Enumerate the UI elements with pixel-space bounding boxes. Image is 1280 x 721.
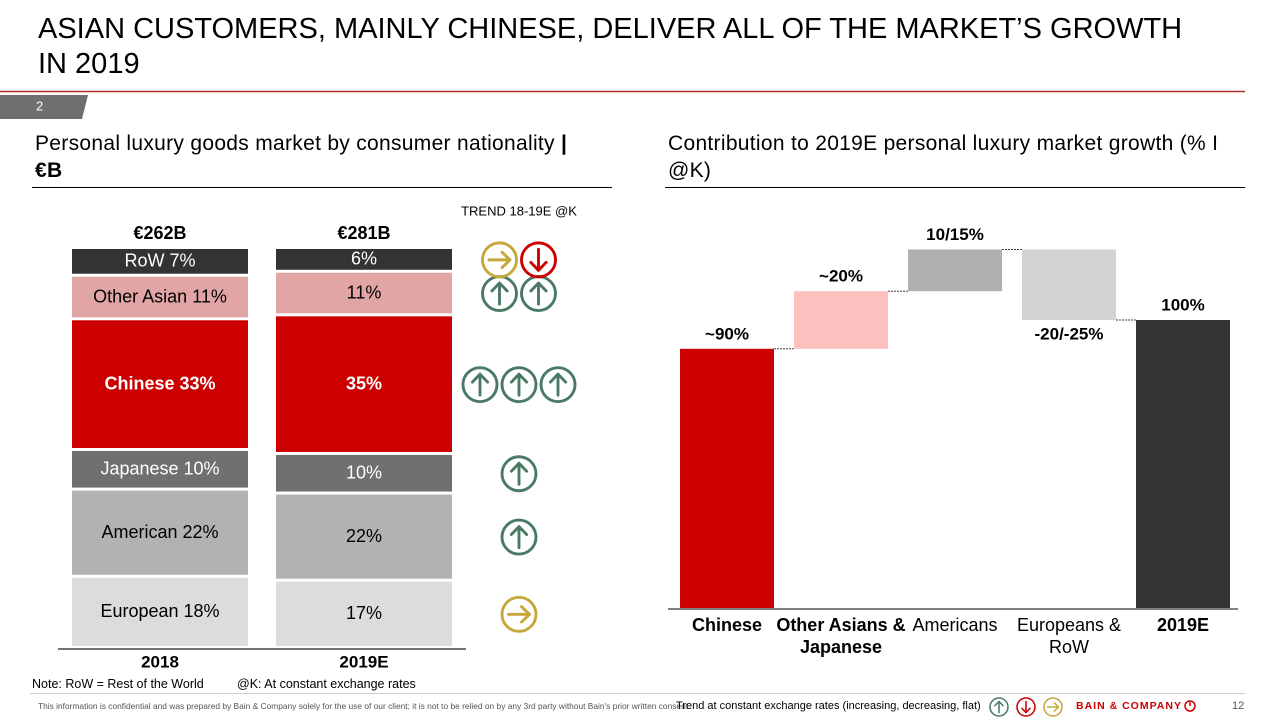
trend-arrow <box>490 281 509 306</box>
trend-arrow <box>1021 700 1031 714</box>
trend-circle <box>520 241 557 279</box>
x-tick-label: 2019E <box>339 652 388 671</box>
trend-arrow <box>470 372 490 397</box>
trend-icon <box>1043 697 1063 717</box>
value-label: 100% <box>1161 295 1204 314</box>
trend-arrow <box>509 525 529 550</box>
trend-arrow <box>507 605 531 624</box>
note: Note: RoW = Rest of the World <box>32 677 204 691</box>
trend-icon <box>1016 697 1036 717</box>
value-label: 22% <box>346 526 382 546</box>
brand-icon-circle <box>1184 700 1196 712</box>
x-tick-label: 2019E <box>1156 615 1210 635</box>
value-label: Other Asian 11% <box>93 286 227 306</box>
trend-arrow <box>529 281 548 306</box>
bar <box>794 291 888 349</box>
trend-arrow <box>1046 702 1060 712</box>
trend-arrow <box>509 461 529 486</box>
trend-arrow <box>487 250 512 269</box>
trend-circle <box>500 455 538 493</box>
bar-segment <box>72 577 248 646</box>
trend-arrow <box>994 700 1004 714</box>
x-tick-label: Americans <box>912 615 998 635</box>
trend-arrow <box>548 372 568 397</box>
bar-segment <box>276 316 452 452</box>
trend-icon <box>461 366 499 404</box>
trend-arrow <box>509 372 529 397</box>
bar-segment <box>276 249 452 270</box>
value-label: Japanese 10% <box>100 459 219 479</box>
value-label: 10% <box>346 462 382 482</box>
trend-icon <box>481 275 518 312</box>
trend-arrow <box>529 247 548 272</box>
bar-segment <box>72 450 248 488</box>
brand: BAIN & COMPANY <box>1076 700 1182 712</box>
trend-circle <box>1043 697 1063 717</box>
disclaimer: This information is confidential and was… <box>38 701 689 711</box>
trend-icon <box>500 455 538 493</box>
trend-icon <box>500 595 538 633</box>
trend-circle <box>461 366 499 404</box>
value-label: ~20% <box>819 267 863 286</box>
x-tick-label: Chinese <box>691 615 763 635</box>
trend-circle <box>539 366 577 404</box>
total-label: €262B <box>133 223 186 243</box>
total-label: €281B <box>337 223 390 243</box>
bar-segment <box>276 454 452 492</box>
chart-title-text: Personal luxury goods market by consumer… <box>35 132 555 155</box>
value-label: Chinese 33% <box>104 373 215 393</box>
trend-circle <box>500 518 538 556</box>
chart-title: Personal luxury goods market by consumer… <box>35 130 595 184</box>
trend-circle <box>500 366 538 404</box>
value-label: 11% <box>347 282 382 302</box>
trend-legend: Trend at constant exchange rates (increa… <box>676 700 981 712</box>
bar <box>908 249 1002 292</box>
bar <box>680 348 774 608</box>
trend-icon <box>500 366 538 404</box>
value-label: 10/15% <box>926 225 984 244</box>
value-label: RoW 7% <box>124 251 195 271</box>
bar <box>1136 320 1230 608</box>
trend-circle <box>500 595 538 633</box>
bar-segment <box>72 276 248 318</box>
trend-circle <box>1016 697 1036 717</box>
trend-icon <box>481 241 518 279</box>
value-label: 17% <box>346 603 382 623</box>
x-tick-label: Europeans & RoW <box>1016 615 1122 657</box>
value-label: American 22% <box>101 522 218 542</box>
brand-icon <box>1184 700 1196 712</box>
section-tab <box>0 95 88 119</box>
section-number: 2 <box>36 98 43 113</box>
trend-circle <box>989 697 1009 717</box>
chart-title: Contribution to 2019E personal luxury ma… <box>668 132 1219 182</box>
x-tick-label: 2018 <box>141 652 179 671</box>
trend-circle <box>481 241 518 279</box>
value-label: 35% <box>346 373 382 393</box>
bar <box>1022 249 1116 320</box>
bar-segment <box>72 320 248 448</box>
trend-icon <box>520 241 557 279</box>
trend-title: TREND 18-19E @K <box>461 203 577 218</box>
chart-unit: | €B <box>35 132 568 182</box>
trend-icon <box>539 366 577 404</box>
value-label: -20/-25% <box>1035 324 1104 343</box>
page-number: 12 <box>1232 700 1245 712</box>
bar-segment <box>72 249 248 274</box>
x-tick-label: Other Asians & Japanese <box>776 615 906 657</box>
trend-icon <box>520 275 557 312</box>
note: @K: At constant exchange rates <box>237 677 416 691</box>
bar-segment <box>72 490 248 575</box>
value-label: 6% <box>351 249 377 269</box>
bar-segment <box>276 581 452 646</box>
slide-title: ASIAN CUSTOMERS, MAINLY CHINESE, DELIVER… <box>38 13 1183 80</box>
trend-icon <box>989 697 1009 717</box>
bar-segment <box>276 494 452 579</box>
value-label: ~90% <box>705 324 749 343</box>
value-label: European 18% <box>100 601 219 621</box>
trend-icon <box>500 518 538 556</box>
bar-segment <box>276 272 452 314</box>
